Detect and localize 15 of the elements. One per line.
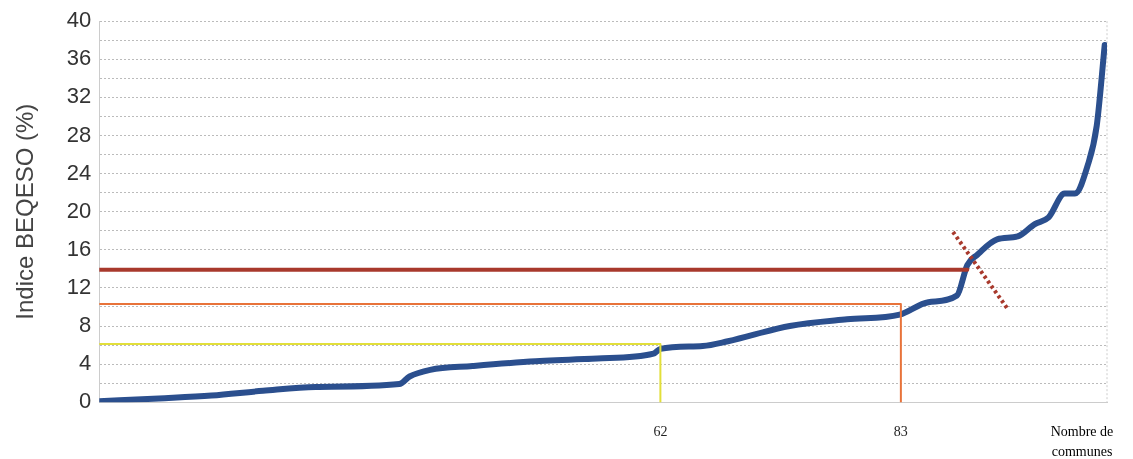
y-tick-label: 16 <box>66 235 92 261</box>
y-tick-label: 36 <box>66 45 92 71</box>
y-tick-label: 0 <box>79 388 92 414</box>
y-axis-title: Indice BEQESO (%) <box>11 103 39 320</box>
x-tick-label: 62 <box>653 424 668 440</box>
y-tick-label: 12 <box>66 273 92 299</box>
y-tick-label: 20 <box>66 197 92 223</box>
y-tick-label: 40 <box>66 7 92 33</box>
y-tick-label: 28 <box>66 121 92 147</box>
x-tick-label: 83 <box>893 424 908 440</box>
y-tick-label: 32 <box>66 83 92 109</box>
y-tick-label: 4 <box>79 350 92 376</box>
y-tick-label: 8 <box>79 312 92 338</box>
x-axis-title: Nombre de communes <box>1049 423 1115 459</box>
y-tick-label: 24 <box>66 159 92 185</box>
